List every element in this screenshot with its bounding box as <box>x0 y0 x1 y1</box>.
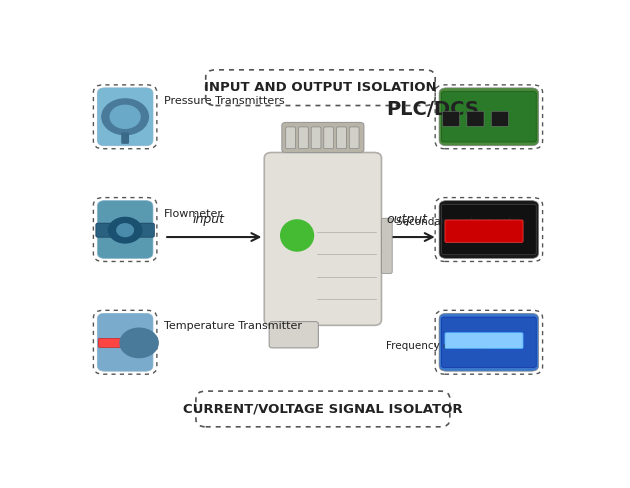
FancyBboxPatch shape <box>442 111 460 126</box>
Text: output: output <box>386 213 427 226</box>
FancyBboxPatch shape <box>439 313 539 371</box>
FancyBboxPatch shape <box>349 127 359 149</box>
Text: Flowmeter: Flowmeter <box>164 208 223 219</box>
Circle shape <box>108 217 142 243</box>
Text: INPUT AND OUTPUT ISOLATION: INPUT AND OUTPUT ISOLATION <box>204 81 437 94</box>
FancyBboxPatch shape <box>286 127 295 149</box>
FancyBboxPatch shape <box>491 111 508 126</box>
Circle shape <box>120 328 158 358</box>
FancyBboxPatch shape <box>282 122 364 152</box>
FancyBboxPatch shape <box>439 88 539 146</box>
FancyBboxPatch shape <box>264 152 381 325</box>
FancyBboxPatch shape <box>97 313 153 371</box>
Circle shape <box>110 105 140 128</box>
Ellipse shape <box>281 220 314 251</box>
FancyBboxPatch shape <box>467 111 484 126</box>
FancyBboxPatch shape <box>96 223 154 237</box>
Text: input: input <box>192 213 224 226</box>
FancyBboxPatch shape <box>311 127 321 149</box>
FancyBboxPatch shape <box>121 132 129 144</box>
FancyBboxPatch shape <box>336 127 346 149</box>
FancyBboxPatch shape <box>439 201 539 259</box>
Text: PLC/DCS: PLC/DCS <box>386 100 479 119</box>
Text: Secondary instrument: Secondary instrument <box>396 217 512 227</box>
FancyBboxPatch shape <box>98 338 136 347</box>
FancyBboxPatch shape <box>442 92 536 142</box>
FancyBboxPatch shape <box>442 317 536 367</box>
Circle shape <box>102 99 149 135</box>
FancyBboxPatch shape <box>97 201 153 259</box>
FancyBboxPatch shape <box>381 218 392 273</box>
FancyBboxPatch shape <box>445 333 523 348</box>
Text: Pressure Transmitters: Pressure Transmitters <box>164 96 285 106</box>
Text: CURRENT/VOLTAGE SIGNAL ISOLATOR: CURRENT/VOLTAGE SIGNAL ISOLATOR <box>183 403 462 415</box>
Text: Temperature Transmitter: Temperature Transmitter <box>164 321 302 331</box>
FancyBboxPatch shape <box>97 88 153 146</box>
FancyBboxPatch shape <box>445 220 523 243</box>
FancyBboxPatch shape <box>324 127 334 149</box>
Circle shape <box>117 224 134 237</box>
FancyBboxPatch shape <box>299 127 308 149</box>
FancyBboxPatch shape <box>442 204 536 255</box>
Text: Frequency converter: Frequency converter <box>386 341 494 351</box>
FancyBboxPatch shape <box>269 322 318 348</box>
